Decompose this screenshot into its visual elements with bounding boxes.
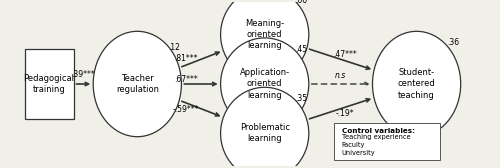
Text: Meaning-
oriented
learning: Meaning- oriented learning [245,19,284,50]
Text: Teaching experience: Teaching experience [342,134,410,140]
Ellipse shape [220,0,309,81]
Text: Faculty: Faculty [342,142,365,148]
Text: .81***: .81*** [174,54,198,63]
Text: .66: .66 [296,0,308,5]
Ellipse shape [220,38,309,130]
Text: Pedagogical
training: Pedagogical training [24,74,74,94]
Text: .67***: .67*** [174,75,198,84]
Text: .36: .36 [448,38,460,47]
Text: n.s: n.s [335,71,346,80]
Text: Student-
centered
teaching: Student- centered teaching [398,68,436,100]
Text: Problematic
learning: Problematic learning [240,123,290,143]
Text: .45: .45 [296,45,308,54]
Ellipse shape [220,87,309,168]
FancyBboxPatch shape [24,49,74,119]
Text: Control variables:: Control variables: [342,128,414,134]
Text: -.59***: -.59*** [172,105,199,114]
Ellipse shape [372,31,460,137]
Text: -.19*: -.19* [336,109,354,118]
Text: .47***: .47*** [334,50,357,59]
FancyBboxPatch shape [334,123,440,160]
Text: Teacher
regulation: Teacher regulation [116,74,159,94]
Text: University: University [342,150,376,156]
Text: Application-
oriented
learning: Application- oriented learning [240,68,290,100]
Text: .12: .12 [168,43,180,52]
Text: .35: .35 [296,94,308,103]
Ellipse shape [93,31,182,137]
Text: .39***: .39*** [72,70,96,79]
